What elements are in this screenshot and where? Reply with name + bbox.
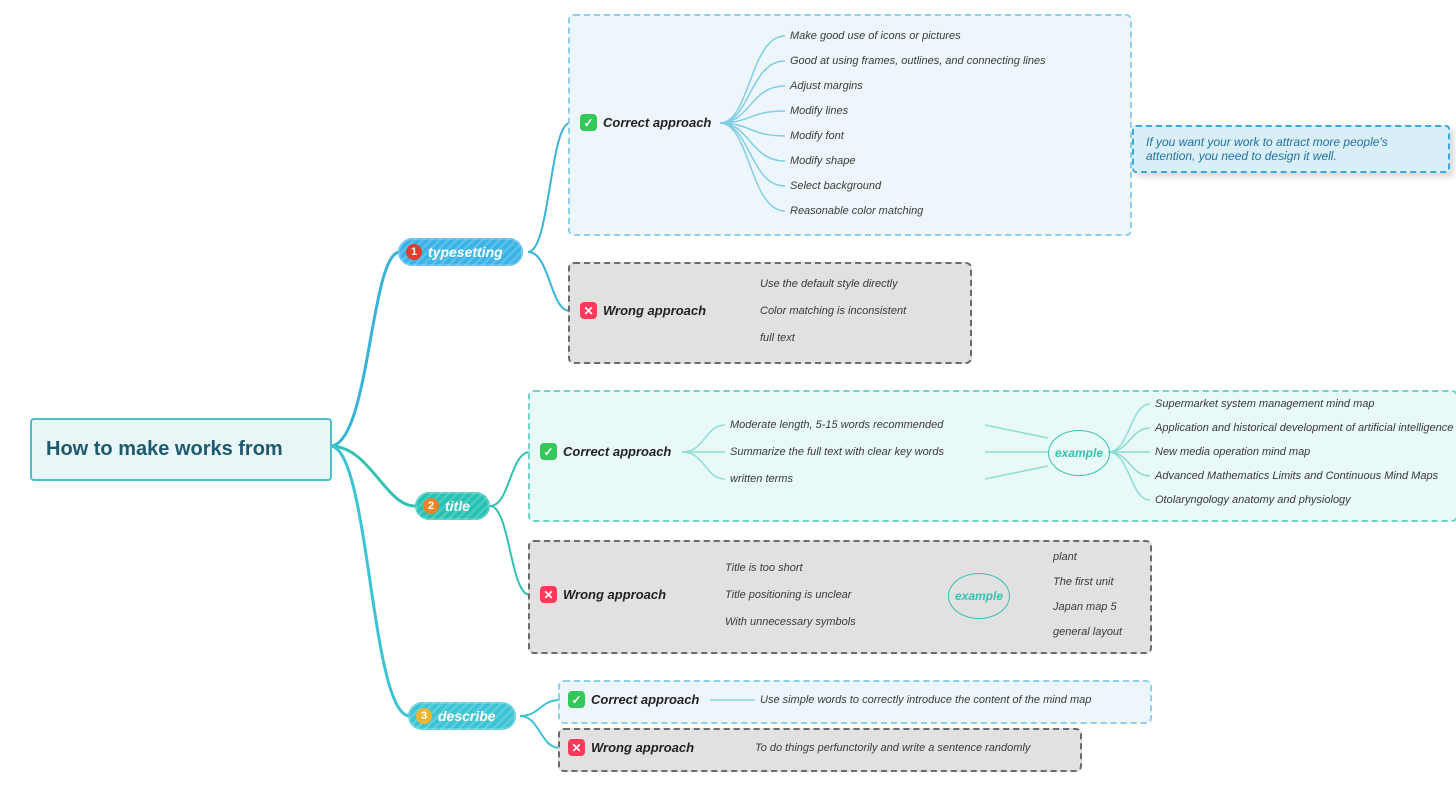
leaf: Adjust margins: [790, 80, 863, 92]
check-icon: ✓: [568, 691, 585, 708]
cross-icon: ✕: [580, 302, 597, 319]
example-item: Otolaryngology anatomy and physiology: [1155, 494, 1351, 506]
branch-typesetting[interactable]: 1 typesetting: [398, 238, 523, 266]
badge-3: 3: [416, 708, 432, 724]
leaf: Select background: [790, 180, 881, 192]
leaf: Title is too short: [725, 562, 803, 574]
root-node: How to make works from: [30, 418, 332, 481]
leaf: Make good use of icons or pictures: [790, 30, 961, 42]
branch-title[interactable]: 2 title: [415, 492, 490, 520]
leaf: Summarize the full text with clear key w…: [730, 446, 944, 458]
leaf: Modify font: [790, 130, 844, 142]
wrong-approach-label: ✕ Wrong approach: [540, 586, 666, 603]
wrong-approach-label: ✕ Wrong approach: [568, 739, 694, 756]
leaf: To do things perfunctorily and write a s…: [755, 742, 1030, 754]
badge-1: 1: [406, 244, 422, 260]
check-icon: ✓: [540, 443, 557, 460]
leaf: Use the default style directly: [760, 278, 898, 290]
correct-approach-label: ✓ Correct approach: [580, 114, 711, 131]
leaf: Title positioning is unclear: [725, 589, 851, 601]
wrong-approach-label: ✕ Wrong approach: [580, 302, 706, 319]
badge-2: 2: [423, 498, 439, 514]
example-item: Advanced Mathematics Limits and Continuo…: [1155, 470, 1438, 482]
leaf: Modify shape: [790, 155, 855, 167]
example-item: general layout: [1053, 626, 1122, 638]
leaf: written terms: [730, 473, 793, 485]
branch-label: describe: [438, 708, 496, 724]
correct-approach-label: ✓ Correct approach: [540, 443, 671, 460]
example-item: plant: [1053, 551, 1077, 563]
example-item: Japan map 5: [1053, 601, 1117, 613]
branch-label: typesetting: [428, 244, 503, 260]
leaf: Reasonable color matching: [790, 205, 923, 217]
example-item: Supermarket system management mind map: [1155, 398, 1374, 410]
check-icon: ✓: [580, 114, 597, 131]
root-label: How to make works from: [46, 438, 283, 460]
example-bubble: example: [1048, 430, 1110, 476]
example-item: The first unit: [1053, 576, 1114, 588]
leaf: With unnecessary symbols: [725, 616, 856, 628]
example-item: New media operation mind map: [1155, 446, 1310, 458]
correct-approach-label: ✓ Correct approach: [568, 691, 699, 708]
leaf: Use simple words to correctly introduce …: [760, 694, 1091, 706]
leaf: Moderate length, 5-15 words recommended: [730, 419, 943, 431]
design-note: If you want your work to attract more pe…: [1132, 125, 1450, 173]
leaf: full text: [760, 332, 795, 344]
cross-icon: ✕: [568, 739, 585, 756]
branch-describe[interactable]: 3 describe: [408, 702, 516, 730]
example-item: Application and historical development o…: [1155, 422, 1453, 434]
leaf: Good at using frames, outlines, and conn…: [790, 55, 1046, 67]
cross-icon: ✕: [540, 586, 557, 603]
leaf: Modify lines: [790, 105, 848, 117]
leaf: Color matching is inconsistent: [760, 305, 906, 317]
branch-label: title: [445, 498, 470, 514]
example-bubble: example: [948, 573, 1010, 619]
